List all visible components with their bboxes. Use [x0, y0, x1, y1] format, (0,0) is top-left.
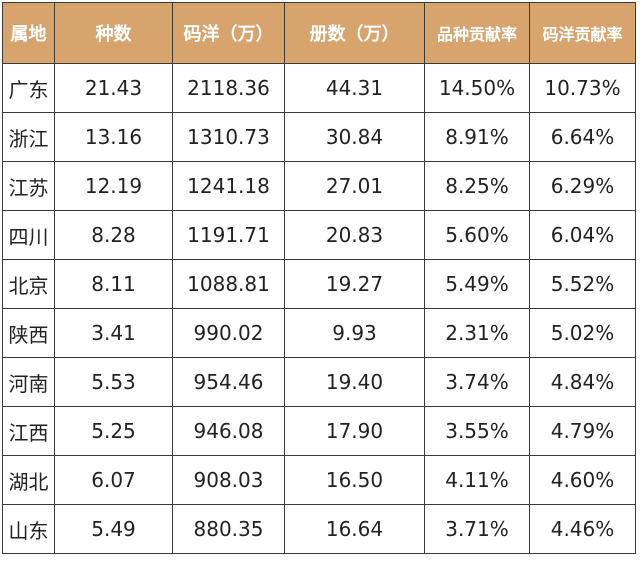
cell-region: 河南 [2, 357, 55, 407]
cell-list-value: 946.08 [172, 406, 285, 456]
cell-region: 陕西 [2, 308, 55, 358]
cell-title-contribution: 14.50% [424, 63, 530, 113]
cell-titles: 5.49 [54, 504, 173, 554]
cell-list-value: 1310.73 [172, 112, 285, 162]
cell-title-contribution: 3.71% [424, 504, 530, 554]
cell-value-contribution: 4.46% [529, 504, 636, 554]
table-row: 浙江 13.16 1310.73 30.84 8.91% 6.64% [2, 112, 636, 162]
cell-titles: 12.19 [54, 161, 173, 211]
cell-title-contribution: 8.91% [424, 112, 530, 162]
cell-titles: 5.25 [54, 406, 173, 456]
cell-list-value: 1191.71 [172, 210, 285, 260]
header-region: 属地 [2, 2, 55, 64]
cell-copies: 20.83 [284, 210, 425, 260]
cell-list-value: 880.35 [172, 504, 285, 554]
table-row: 陕西 3.41 990.02 9.93 2.31% 5.02% [2, 308, 636, 358]
cell-titles: 8.11 [54, 259, 173, 309]
cell-value-contribution: 6.29% [529, 161, 636, 211]
cell-copies: 16.64 [284, 504, 425, 554]
header-value-contribution: 码洋贡献率 [529, 2, 636, 64]
cell-list-value: 908.03 [172, 455, 285, 505]
cell-copies: 27.01 [284, 161, 425, 211]
cell-list-value: 954.46 [172, 357, 285, 407]
cell-region: 江西 [2, 406, 55, 456]
cell-region: 江苏 [2, 161, 55, 211]
cell-copies: 44.31 [284, 63, 425, 113]
cell-titles: 6.07 [54, 455, 173, 505]
cell-value-contribution: 4.84% [529, 357, 636, 407]
cell-title-contribution: 3.55% [424, 406, 530, 456]
cell-region: 山东 [2, 504, 55, 554]
table-row: 四川 8.28 1191.71 20.83 5.60% 6.04% [2, 210, 636, 260]
cell-value-contribution: 4.79% [529, 406, 636, 456]
table-row: 广东 21.43 2118.36 44.31 14.50% 10.73% [2, 63, 636, 113]
cell-title-contribution: 5.60% [424, 210, 530, 260]
cell-region: 广东 [2, 63, 55, 113]
cell-titles: 5.53 [54, 357, 173, 407]
header-title-contribution: 品种贡献率 [424, 2, 530, 64]
cell-titles: 13.16 [54, 112, 173, 162]
cell-list-value: 990.02 [172, 308, 285, 358]
cell-value-contribution: 6.04% [529, 210, 636, 260]
table-row: 江西 5.25 946.08 17.90 3.55% 4.79% [2, 406, 636, 456]
cell-copies: 17.90 [284, 406, 425, 456]
cell-title-contribution: 5.49% [424, 259, 530, 309]
cell-value-contribution: 10.73% [529, 63, 636, 113]
table-header-row: 属地 种数 码洋（万） 册数（万） 品种贡献率 码洋贡献率 [2, 2, 636, 64]
header-copies: 册数（万） [284, 2, 425, 64]
table-row: 河南 5.53 954.46 19.40 3.74% 4.84% [2, 357, 636, 407]
cell-title-contribution: 2.31% [424, 308, 530, 358]
cell-copies: 19.40 [284, 357, 425, 407]
cell-title-contribution: 8.25% [424, 161, 530, 211]
header-titles: 种数 [54, 2, 173, 64]
cell-region: 四川 [2, 210, 55, 260]
cell-title-contribution: 3.74% [424, 357, 530, 407]
cell-copies: 16.50 [284, 455, 425, 505]
table-row: 山东 5.49 880.35 16.64 3.71% 4.46% [2, 504, 636, 554]
header-list-value: 码洋（万） [172, 2, 285, 64]
cell-title-contribution: 4.11% [424, 455, 530, 505]
cell-copies: 30.84 [284, 112, 425, 162]
cell-value-contribution: 4.60% [529, 455, 636, 505]
table-row: 湖北 6.07 908.03 16.50 4.11% 4.60% [2, 455, 636, 505]
cell-value-contribution: 5.52% [529, 259, 636, 309]
cell-copies: 19.27 [284, 259, 425, 309]
cell-value-contribution: 5.02% [529, 308, 636, 358]
cell-titles: 8.28 [54, 210, 173, 260]
table-container: 属地 种数 码洋（万） 册数（万） 品种贡献率 码洋贡献率 广东 21.43 2… [2, 2, 636, 554]
cell-region: 浙江 [2, 112, 55, 162]
cell-value-contribution: 6.64% [529, 112, 636, 162]
cell-region: 北京 [2, 259, 55, 309]
cell-region: 湖北 [2, 455, 55, 505]
cell-list-value: 1241.18 [172, 161, 285, 211]
regional-publishing-table: 属地 种数 码洋（万） 册数（万） 品种贡献率 码洋贡献率 广东 21.43 2… [2, 2, 636, 554]
table-row: 江苏 12.19 1241.18 27.01 8.25% 6.29% [2, 161, 636, 211]
cell-list-value: 1088.81 [172, 259, 285, 309]
cell-titles: 3.41 [54, 308, 173, 358]
cell-copies: 9.93 [284, 308, 425, 358]
cell-titles: 21.43 [54, 63, 173, 113]
cell-list-value: 2118.36 [172, 63, 285, 113]
table-row: 北京 8.11 1088.81 19.27 5.49% 5.52% [2, 259, 636, 309]
